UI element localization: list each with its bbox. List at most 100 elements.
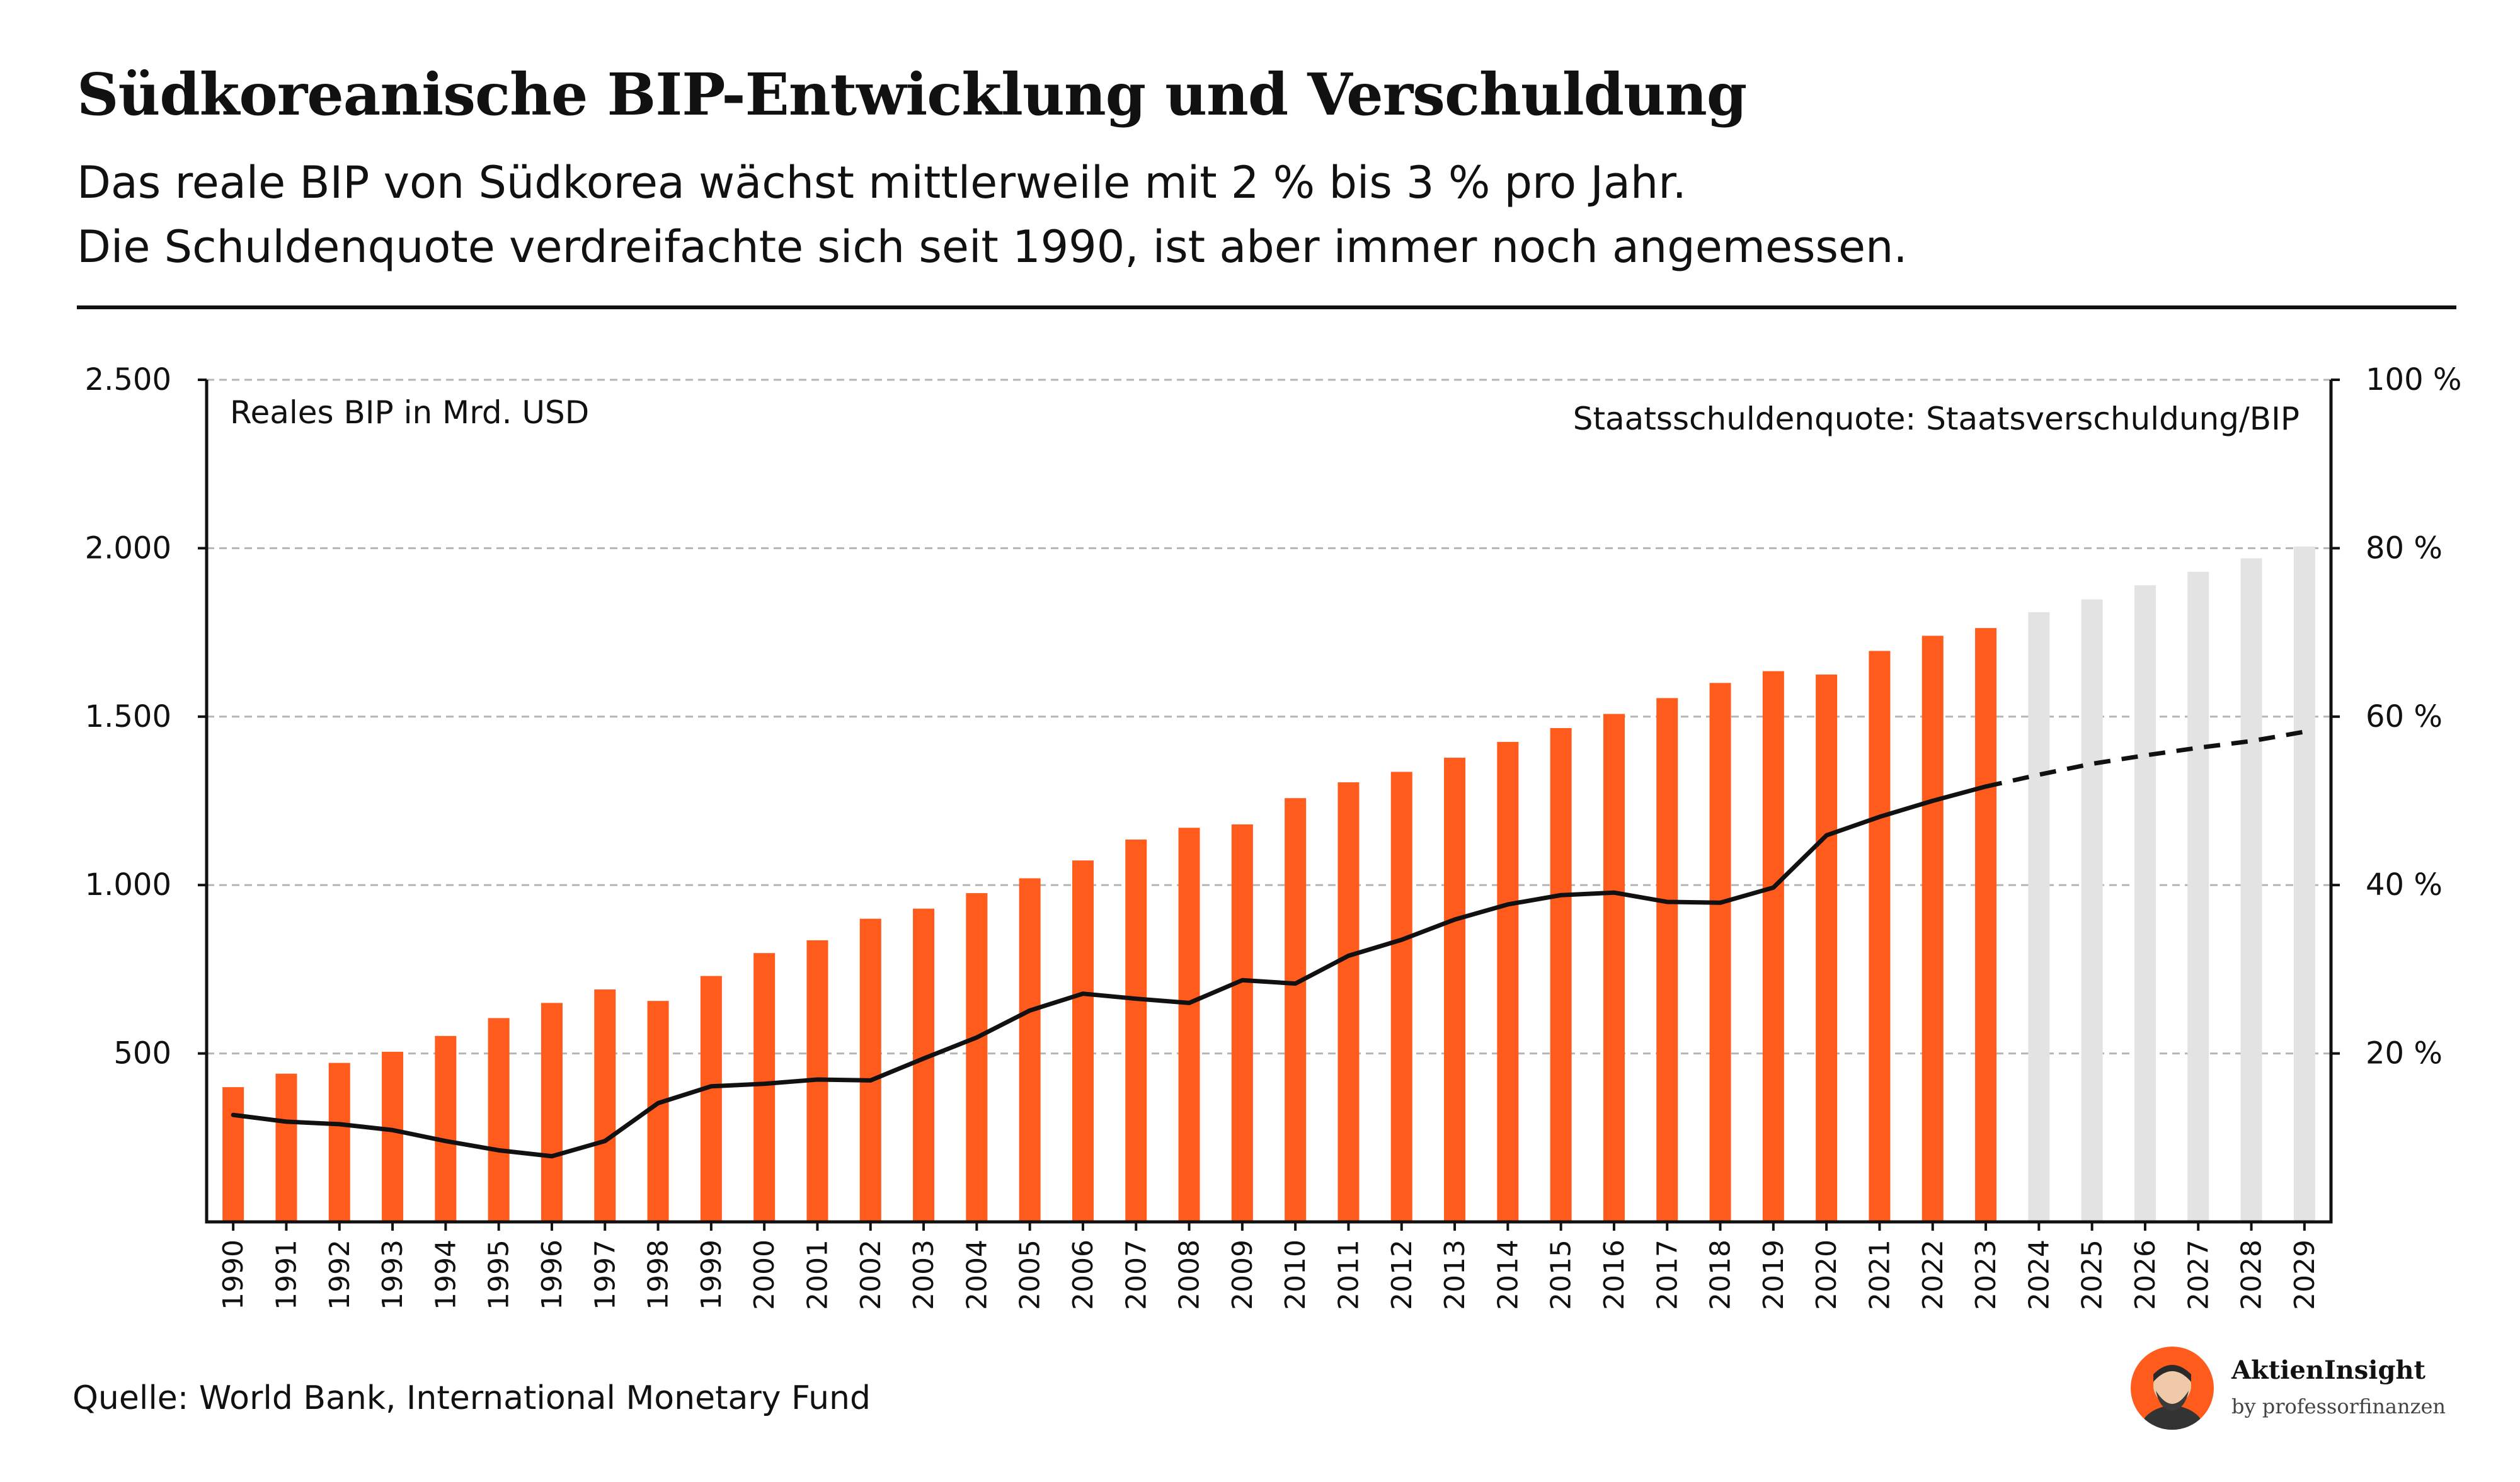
bar-2005	[1019, 878, 1041, 1222]
bar-1994	[435, 1035, 457, 1222]
right-tick-label-40: 40 %	[2366, 867, 2443, 903]
x-tick-label-1997: 1997	[589, 1240, 621, 1310]
x-tick-label-2002: 2002	[855, 1240, 887, 1310]
x-tick-label-2028: 2028	[2236, 1240, 2268, 1310]
bar-2020	[1816, 674, 1838, 1222]
x-tick-label-2007: 2007	[1120, 1240, 1152, 1310]
bars	[222, 546, 2315, 1223]
x-tick-label-2001: 2001	[801, 1240, 833, 1310]
bar-1993	[382, 1051, 404, 1222]
bar-1991	[275, 1073, 297, 1222]
x-tick-label-2021: 2021	[1864, 1240, 1896, 1310]
axes	[198, 379, 2340, 1231]
chart-title: Südkoreanische BIP-Entwicklung und Versc…	[77, 60, 1747, 128]
x-tick-label-1993: 1993	[377, 1240, 409, 1310]
x-tick-label-2027: 2027	[2182, 1240, 2214, 1310]
bar-2029	[2293, 546, 2315, 1222]
left-tick-label-1500: 1.500	[85, 699, 171, 734]
x-tick-label-2013: 2013	[1439, 1240, 1471, 1310]
x-tick-label-2023: 2023	[1970, 1240, 2002, 1310]
left-tick-label-1000: 1.000	[85, 867, 171, 903]
bar-1997	[594, 989, 616, 1222]
avatar-portrait-icon	[2139, 1365, 2205, 1430]
right-axis-ticks: 20 % 40 % 60 % 80 % 100 %	[2366, 362, 2461, 1071]
chart-subtitle-line-2: Die Schuldenquote verdreifachte sich sei…	[77, 221, 1908, 273]
bar-2013	[1444, 758, 1466, 1222]
bar-1992	[328, 1063, 350, 1222]
debt-ratio-line	[231, 729, 2305, 1159]
x-tick-label-2000: 2000	[748, 1240, 781, 1310]
bar-1990	[222, 1087, 244, 1222]
x-tick-label-1991: 1991	[270, 1240, 302, 1310]
x-axis-ticks: 1990 1991 1992 1993 1994 1995 1996 1997 1998 1999…	[217, 1240, 2321, 1310]
bar-1996	[541, 1003, 563, 1222]
x-tick-label-2014: 2014	[1492, 1240, 1524, 1310]
bar-2000	[753, 953, 776, 1222]
bar-2024	[2028, 612, 2050, 1222]
right-tick-label-80: 80 %	[2366, 530, 2443, 566]
bar-2012	[1390, 772, 1412, 1222]
bar-2015	[1550, 727, 1572, 1222]
x-tick-label-2010: 2010	[1280, 1240, 1312, 1310]
brand-name: AktienInsight	[2231, 1355, 2426, 1385]
left-axis-ticks: 500 1.000 1.500 2.000 2.500	[85, 362, 171, 1071]
bar-2006	[1072, 860, 1094, 1222]
left-axis-label: Reales BIP in Mrd. USD	[230, 394, 589, 431]
bar-2008	[1178, 828, 1200, 1222]
brand-tagline: by professorfinanzen	[2231, 1394, 2446, 1418]
bar-1999	[700, 976, 722, 1222]
x-tick-label-2011: 2011	[1332, 1240, 1365, 1310]
axis-frame	[205, 380, 2333, 1224]
x-tick-label-2018: 2018	[1705, 1240, 1737, 1310]
right-axis-label: Staatsschuldenquote: Staatsverschuldung/…	[1573, 401, 2300, 437]
x-tick-label-2029: 2029	[2289, 1240, 2321, 1310]
x-tick-label-2015: 2015	[1545, 1240, 1578, 1310]
x-tick-label-2006: 2006	[1067, 1240, 1099, 1310]
left-tick-label-2000: 2.000	[85, 530, 171, 566]
x-tick-label-2022: 2022	[1917, 1240, 1949, 1310]
bar-2026	[2134, 585, 2156, 1222]
debt-ratio-line-actual	[231, 784, 1988, 1159]
x-tick-label-1998: 1998	[643, 1240, 675, 1310]
x-tick-label-2008: 2008	[1174, 1240, 1206, 1310]
x-tick-label-1995: 1995	[483, 1240, 515, 1310]
bar-2009	[1231, 824, 1253, 1222]
bar-2023	[1975, 628, 1997, 1222]
x-tick-label-2012: 2012	[1386, 1240, 1418, 1310]
bar-2002	[859, 918, 881, 1222]
bar-2017	[1656, 698, 1678, 1222]
bar-2027	[2187, 571, 2209, 1223]
x-tick-label-1999: 1999	[696, 1240, 728, 1310]
x-tick-label-2016: 2016	[1598, 1240, 1630, 1310]
x-tick-label-2005: 2005	[1014, 1240, 1046, 1310]
bar-1995	[488, 1018, 510, 1222]
right-tick-label-20: 20 %	[2366, 1036, 2443, 1071]
avatar	[2131, 1347, 2214, 1430]
bar-2018	[1709, 683, 1731, 1222]
source-note: Quelle: World Bank, International Moneta…	[72, 1379, 871, 1417]
bar-2016	[1603, 714, 1625, 1222]
bar-2014	[1497, 741, 1519, 1222]
bar-2019	[1762, 671, 1784, 1222]
bar-2007	[1125, 840, 1147, 1222]
x-tick-label-1992: 1992	[324, 1240, 356, 1310]
bar-2003	[913, 908, 935, 1222]
bar-2010	[1285, 798, 1307, 1222]
gridlines	[207, 379, 2331, 1055]
x-tick-label-2025: 2025	[2076, 1240, 2109, 1310]
left-tick-label-2500: 2.500	[85, 362, 171, 397]
bar-1998	[647, 1001, 669, 1222]
x-tick-label-2019: 2019	[1758, 1240, 1790, 1310]
bar-2028	[2240, 558, 2262, 1222]
x-tick-label-2004: 2004	[961, 1240, 993, 1310]
x-tick-label-1994: 1994	[430, 1240, 462, 1310]
header-divider	[77, 305, 2456, 309]
right-tick-label-60: 60 %	[2366, 699, 2443, 734]
x-tick-label-1996: 1996	[536, 1240, 568, 1310]
x-tick-label-2017: 2017	[1651, 1240, 1683, 1310]
x-tick-label-2003: 2003	[908, 1240, 940, 1310]
chart-subtitle-line-1: Das reale BIP von Südkorea wächst mittle…	[77, 157, 1687, 208]
bar-2004	[966, 893, 988, 1222]
bar-2011	[1337, 782, 1360, 1222]
